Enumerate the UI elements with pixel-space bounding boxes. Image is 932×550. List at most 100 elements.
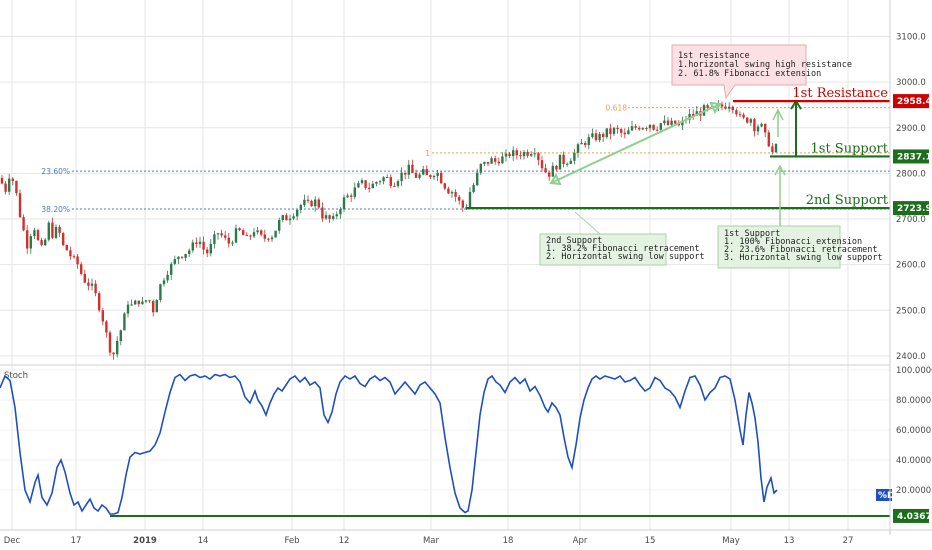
stoch-min-tag <box>893 508 929 523</box>
candle-body <box>270 237 274 240</box>
candle-body <box>249 235 252 237</box>
support2-callout-line-2: 1. 38.2% Fibonacci retracement <box>546 244 700 254</box>
candle-body <box>281 215 284 221</box>
candle-body <box>180 256 184 258</box>
candle-body <box>324 215 328 219</box>
candle-body <box>731 106 734 111</box>
candle-body <box>659 123 662 130</box>
candle-body <box>494 158 497 162</box>
stoch-badge <box>876 489 892 501</box>
candle-body <box>346 195 349 198</box>
stoch-tick-label: 20.0000 <box>896 486 931 496</box>
candle-body <box>177 256 180 260</box>
price-tick-label: 2700.0 <box>896 215 926 225</box>
candle-body <box>605 128 608 138</box>
stoch-pane-label: Stoch <box>4 371 28 381</box>
candle-body <box>695 111 698 116</box>
candle-body <box>472 185 475 193</box>
fib-382-label: 38.20% <box>41 205 70 214</box>
support2-callout-line-1: 2nd Support <box>546 236 602 246</box>
candle-body <box>706 105 709 108</box>
stoch-tick-label: 100.0000 <box>896 366 932 376</box>
candle-body <box>623 132 626 135</box>
candle-body <box>170 263 173 275</box>
support2-callout: 2nd Support 1. 38.2% Fibonacci retraceme… <box>539 233 705 266</box>
trend-arrow-head-bottom <box>549 172 562 186</box>
candle-body <box>771 146 774 153</box>
candle-body <box>220 233 223 236</box>
candle-body <box>47 222 50 240</box>
support1-callout-line-3: 2. 23.6% Fibonacci retracement <box>724 245 878 255</box>
sr-levels: 1st Resistance 2958.4 1st Support 2837.1… <box>466 86 932 216</box>
candle-body <box>112 352 115 355</box>
candle-body <box>80 264 83 274</box>
candle-body <box>530 154 533 156</box>
candle-body <box>490 158 493 164</box>
time-tick-label: 13 <box>784 536 795 546</box>
candle-body <box>238 228 241 231</box>
price-tick-label: 2600.0 <box>896 261 926 271</box>
time-tick-label: 14 <box>198 536 209 546</box>
candle-body <box>108 332 112 353</box>
candle-body <box>69 250 72 257</box>
candle-body <box>166 274 169 281</box>
support2-callout-line-3: 2. Horizontal swing low support <box>546 252 705 262</box>
stoch-tick-label: 40.0000 <box>896 456 931 466</box>
candle-body <box>670 120 673 125</box>
candle-body <box>591 133 594 138</box>
time-tick-label: 18 <box>503 536 514 546</box>
candle-body <box>418 174 421 178</box>
candle-body <box>461 200 464 208</box>
candle-body <box>216 233 220 235</box>
support-1-price-tag <box>893 149 929 164</box>
candle-body <box>148 300 151 302</box>
time-tick-label: Mar <box>423 536 440 546</box>
support2-pointer <box>574 211 601 235</box>
candle-body <box>720 104 724 107</box>
candle-body <box>54 227 58 238</box>
candle-body <box>29 236 32 249</box>
candle-body <box>15 180 18 194</box>
candle-body <box>364 180 367 188</box>
price-tick-label: 2500.0 <box>896 306 926 316</box>
candle-body <box>393 185 396 187</box>
candle-body <box>681 120 684 126</box>
price-tick-label: 3100.0 <box>896 33 926 43</box>
candle-body <box>767 132 770 147</box>
resistance-callout-line-1: 1st resistance <box>678 51 750 61</box>
price-axis: 2400.0 2500.0 2600.0 2700.0 2800.0 2900.0 3000… <box>896 33 926 362</box>
candle-body <box>652 124 655 130</box>
candle-body <box>414 172 418 178</box>
candle-body <box>422 169 425 175</box>
time-tick-label: May <box>722 536 740 546</box>
price-tick-label: 2400.0 <box>896 352 926 362</box>
candle-body <box>584 142 587 146</box>
candle-body <box>368 187 371 189</box>
candle-body <box>234 228 238 243</box>
candle-body <box>476 172 479 186</box>
support1-callout: 1st Support 1. 100% Fibonacci extension … <box>717 225 883 269</box>
candle-body <box>137 300 140 305</box>
candle-body <box>432 175 436 178</box>
candle-body <box>188 250 191 254</box>
candle-body <box>634 126 637 128</box>
candle-body <box>598 133 601 141</box>
candle-body <box>306 199 310 201</box>
candle-body <box>162 280 166 285</box>
candle-body <box>267 238 270 240</box>
resistance-pointer-head <box>772 108 784 121</box>
candle-body <box>119 330 122 341</box>
candle-body <box>335 214 338 217</box>
candle-body <box>620 129 623 133</box>
candle-body <box>288 218 292 221</box>
support-1-price-text: 2837.1 <box>897 152 932 162</box>
stoch-min-value: 4.0367 <box>897 512 932 522</box>
candle-body <box>141 301 144 305</box>
time-tick-label: 27 <box>843 536 854 546</box>
candle-body <box>609 128 612 134</box>
candle-body <box>728 106 731 109</box>
candle-body <box>310 200 313 207</box>
candle-body <box>339 209 342 215</box>
candle-body <box>540 160 544 169</box>
candle-body <box>562 154 565 165</box>
